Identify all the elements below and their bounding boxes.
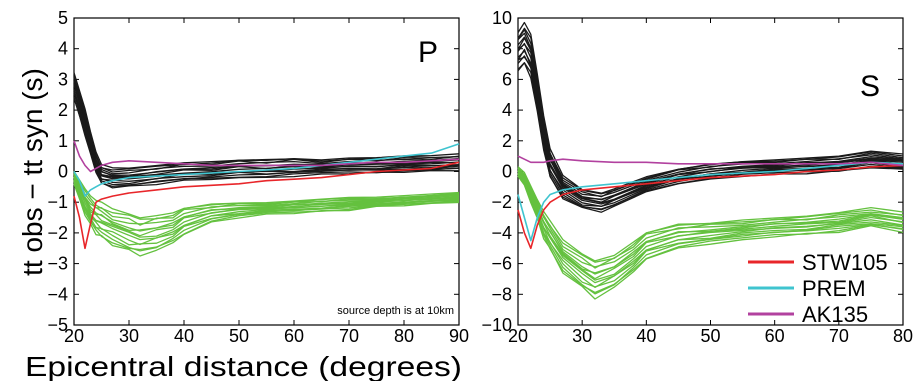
y-tick-label: 0 [58,162,68,182]
legend-label-ak135: AK135 [802,302,868,327]
x-tick-label: 80 [394,326,414,346]
series-line-ak135 [517,155,904,167]
x-tick-label: 40 [636,326,656,346]
y-tick-label: −2 [491,192,512,212]
band-trace-line [73,173,460,226]
band-trace-line [73,183,460,257]
y-tick-label: −1 [47,192,68,212]
panel-p-label: P [418,36,438,69]
legend-label-prem: PREM [802,276,866,301]
band-trace-line [517,21,904,194]
series-line-prem [73,143,460,197]
y-tick-label: −8 [491,284,512,304]
band-trace-line [73,77,460,173]
y-tick-label: 1 [58,131,68,151]
band-trace-line [73,177,460,238]
y-tick-label: −10 [481,315,512,335]
x-tick-label: 60 [284,326,304,346]
band-trace-line [73,173,460,225]
y-tick-label: 8 [502,39,512,59]
band-trace-line [517,166,904,262]
band-trace-line [73,72,460,169]
x-tick-label: 50 [700,326,720,346]
series-line-stw105 [517,164,904,250]
x-tick-label: 30 [572,326,592,346]
band-trace-line [73,180,460,246]
band-trace-line [73,183,460,251]
panel-p-x-axis-title: Epicentral distance (degrees) [25,351,462,381]
y-tick-label: 4 [502,100,512,120]
x-tick-label: 70 [829,326,849,346]
band-trace-line [73,170,460,219]
band-trace-line [517,169,904,275]
panel-p-chart: 20 30 40 50 60 70 80 90 5 4 3 2 1 0 −1 −2 −3 −4 −5 P sourc… [17,8,469,381]
x-tick-label: 60 [765,326,785,346]
series-line-ak135 [73,140,460,173]
series-line-stw105 [73,161,460,250]
band-trace-line [517,56,904,207]
panel-s-series [517,155,904,250]
y-tick-label: 5 [58,8,68,28]
legend-label-stw105: STW105 [802,250,888,275]
y-tick-label: −6 [491,254,512,274]
band-trace-line [73,180,460,246]
x-tick-label: 80 [893,326,913,346]
panel-p-ticks: 20 30 40 50 60 70 80 90 5 4 3 2 1 0 −1 −2 −3 −4 −5 [47,8,469,346]
x-tick-label: 20 [508,326,528,346]
y-tick-label: −2 [47,223,68,243]
y-tick-label: 3 [58,69,68,89]
panel-p-series [73,140,460,250]
x-tick-label: 30 [119,326,139,346]
panel-s-label: S [860,70,880,103]
y-tick-label: −5 [47,315,68,335]
y-tick-label: 4 [58,39,68,59]
x-tick-label: 40 [174,326,194,346]
band-trace-line [517,48,904,208]
y-tick-label: −3 [47,254,68,274]
y-tick-label: 2 [58,100,68,120]
band-trace-line [73,172,460,220]
x-tick-label: 90 [449,326,469,346]
x-tick-label: 70 [339,326,359,346]
panel-p-y-axis-title: tt obs − tt syn (s) [17,68,48,276]
y-tick-label: −4 [47,284,68,304]
y-tick-label: 0 [502,162,512,182]
band-trace-line [517,167,904,263]
band-trace-line [517,50,904,205]
series-line-prem [517,161,904,242]
x-tick-label: 50 [229,326,249,346]
y-tick-label: 6 [502,69,512,89]
y-tick-label: 10 [492,8,512,28]
x-tick-label: 20 [64,326,84,346]
y-tick-label: 2 [502,131,512,151]
band-trace-line [517,167,904,269]
panel-p-bands [73,72,460,257]
y-tick-label: −4 [491,223,512,243]
panel-p-annotation: source depth is at 10km [337,305,454,317]
